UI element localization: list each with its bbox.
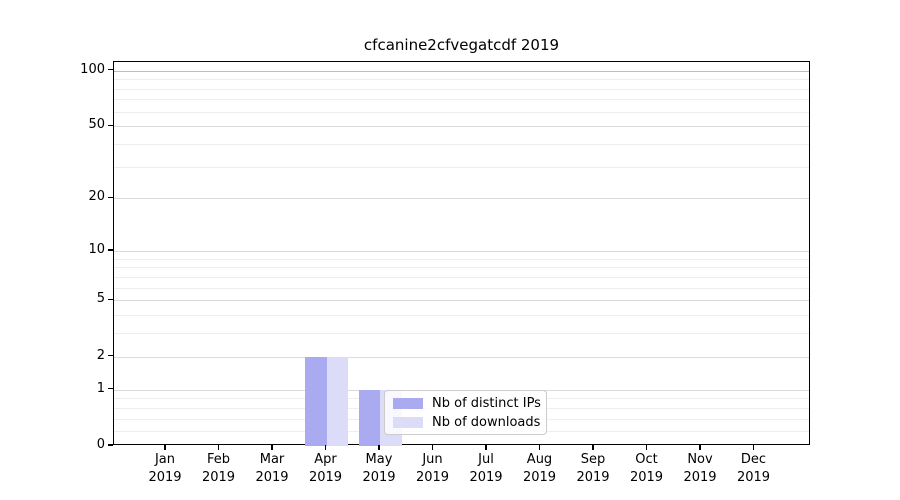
x-tick-mark (645, 445, 648, 450)
minor-gridline (114, 315, 809, 317)
x-tick-mark (592, 445, 594, 450)
minor-gridline (114, 79, 809, 81)
x-tick-mark (699, 445, 701, 450)
x-tick-mark (164, 445, 166, 450)
major-gridline (114, 356, 809, 358)
legend: Nb of distinct IPs Nb of downloads (384, 390, 547, 435)
y-tick-label: 10 (88, 241, 105, 257)
major-gridline (114, 250, 809, 252)
y-tick-label: 2 (96, 347, 105, 363)
x-tick-mark (485, 445, 487, 450)
minor-gridline (114, 111, 809, 113)
x-tick-label: Dec 2019 (736, 452, 771, 485)
x-tick-label: Jul 2019 (469, 452, 503, 485)
bar-nb-of-distinct-ips-may (358, 389, 380, 446)
legend-swatch (393, 397, 423, 409)
y-tick-label: 100 (80, 61, 105, 77)
y-tick-label: 5 (96, 291, 105, 307)
x-tick-mark (538, 445, 541, 450)
x-tick-mark (324, 445, 327, 450)
minor-gridline (114, 88, 809, 90)
minor-gridline (114, 258, 809, 260)
x-tick-mark (431, 445, 434, 450)
x-tick-label: Oct 2019 (629, 452, 664, 485)
x-tick-mark (217, 445, 220, 450)
x-tick-mark (752, 445, 755, 450)
x-tick-label: Nov 2019 (683, 452, 717, 485)
legend-label: Nb of distinct IPs (432, 395, 541, 411)
chart-title: cfcanine2cfvegatcdf 2019 (363, 36, 560, 54)
x-tick-label: Feb 2019 (201, 452, 236, 485)
x-tick-label: May 2019 (362, 452, 396, 485)
x-tick-label: Sep 2019 (576, 452, 610, 485)
y-tick-mark (108, 298, 113, 300)
x-tick-mark (271, 445, 273, 450)
y-tick-label: 50 (88, 117, 105, 133)
y-tick-label: 1 (96, 380, 105, 396)
major-gridline (114, 70, 809, 72)
legend-swatch (393, 416, 423, 428)
x-tick-label: Apr 2019 (308, 452, 343, 485)
major-gridline (114, 300, 809, 302)
minor-gridline (114, 99, 809, 101)
x-tick-label: Mar 2019 (255, 452, 289, 485)
minor-gridline (114, 267, 809, 269)
major-gridline (114, 126, 809, 128)
legend-label: Nb of downloads (432, 414, 541, 430)
y-tick-mark (108, 387, 113, 390)
y-tick-mark (108, 354, 113, 357)
minor-gridline (114, 333, 809, 335)
minor-gridline (114, 287, 809, 289)
y-tick-mark (108, 124, 113, 126)
x-tick-label: Aug 2019 (522, 452, 557, 485)
y-tick-mark (108, 249, 113, 251)
y-tick-label: 0 (96, 437, 105, 452)
bar-nb-of-distinct-ips-apr (305, 356, 327, 446)
bar-nb-of-downloads-apr (326, 356, 348, 446)
y-tick-mark (108, 444, 113, 446)
y-tick-mark (108, 196, 113, 198)
plot-area: Nb of distinct IPs Nb of downloads (113, 61, 810, 446)
y-tick-label: 20 (88, 189, 105, 205)
minor-gridline (114, 143, 809, 145)
y-tick-mark (108, 68, 113, 71)
legend-item: Nb of distinct IPs (393, 395, 541, 411)
x-tick-mark (378, 445, 380, 450)
major-gridline (114, 198, 809, 200)
x-tick-label: Jan 2019 (148, 452, 182, 485)
minor-gridline (114, 166, 809, 168)
minor-gridline (114, 276, 809, 278)
x-tick-label: Jun 2019 (415, 452, 450, 485)
legend-item: Nb of downloads (393, 414, 541, 430)
